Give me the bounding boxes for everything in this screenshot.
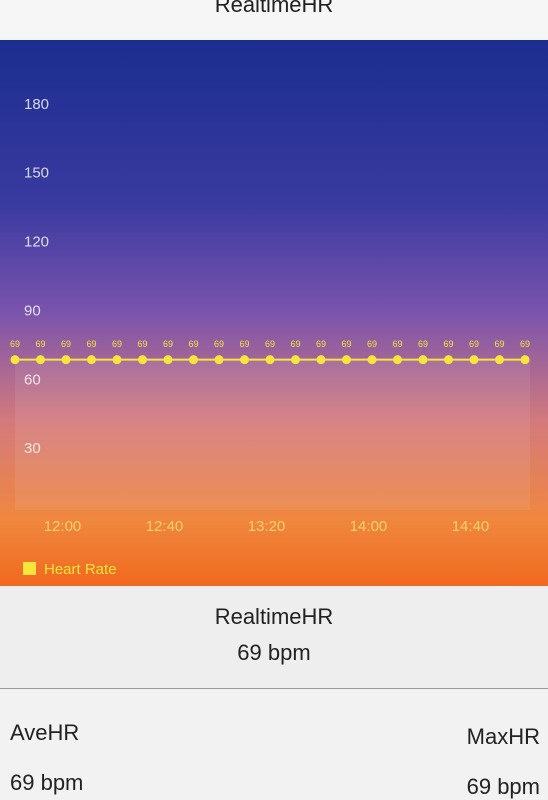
y-tick-label: 30 xyxy=(24,440,41,457)
point xyxy=(112,355,122,365)
point xyxy=(342,355,351,365)
data-label: 69 xyxy=(214,339,224,349)
x-tick-label: 13:20 xyxy=(248,518,286,535)
ave-value: 69 bpm xyxy=(10,770,84,795)
data-label: 69 xyxy=(188,339,198,349)
max-label: MaxHR xyxy=(466,724,540,749)
data-label: 69 xyxy=(392,339,402,349)
point xyxy=(520,355,530,365)
data-label: 69 xyxy=(341,339,351,349)
point xyxy=(393,355,402,365)
data-label: 69 xyxy=(316,339,326,349)
x-tick-label: 12:40 xyxy=(146,518,184,535)
data-label: 69 xyxy=(418,339,428,349)
point xyxy=(469,355,479,365)
data-label: 69 xyxy=(265,339,275,349)
data-label: 69 xyxy=(239,339,249,349)
point xyxy=(495,355,504,365)
max-value: 69 bpm xyxy=(466,774,540,799)
data-label: 69 xyxy=(163,339,173,349)
point xyxy=(87,355,96,365)
y-tick-label: 150 xyxy=(24,165,49,182)
y-tick-label: 180 xyxy=(24,96,49,113)
data-label: 69 xyxy=(61,339,71,349)
x-tick-label: 12:00 xyxy=(44,518,82,535)
y-tick-label: 90 xyxy=(24,302,41,319)
point xyxy=(61,355,71,365)
legend-swatch xyxy=(23,562,36,575)
data-label: 69 xyxy=(520,339,530,349)
point xyxy=(265,355,275,365)
data-label: 69 xyxy=(10,339,20,349)
point xyxy=(214,355,224,365)
point xyxy=(36,355,45,365)
data-label: 69 xyxy=(35,339,45,349)
point xyxy=(316,355,326,365)
point xyxy=(10,355,20,365)
point xyxy=(138,355,147,365)
point xyxy=(291,355,300,365)
realtime-panel: RealtimeHR 69 bpm xyxy=(0,586,548,689)
realtime-label: RealtimeHR xyxy=(214,604,334,629)
data-label: 69 xyxy=(443,339,453,349)
data-label: 69 xyxy=(290,339,300,349)
point xyxy=(444,355,453,365)
data-label: 69 xyxy=(367,339,377,349)
y-tick-label: 120 xyxy=(24,234,49,251)
chart: 30 60 90 120 150 180 12:00 12:40 13:20 14:00 14:40… xyxy=(0,40,548,586)
x-tick-label: 14:00 xyxy=(350,518,388,535)
chart-background xyxy=(0,40,548,586)
plot-area xyxy=(15,360,530,510)
point xyxy=(163,355,173,365)
data-label: 69 xyxy=(494,339,504,349)
y-tick-label: 60 xyxy=(24,371,41,388)
data-label: 69 xyxy=(86,339,96,349)
data-label: 69 xyxy=(469,339,479,349)
point xyxy=(240,355,249,365)
realtime-value: 69 bpm xyxy=(237,640,311,665)
ave-label: AveHR xyxy=(10,720,80,745)
title: RealtimeHR xyxy=(214,0,334,17)
point xyxy=(189,355,198,365)
header: RealtimeHR xyxy=(0,0,548,40)
legend-label: Heart Rate xyxy=(44,561,117,578)
point xyxy=(418,355,428,365)
point xyxy=(367,355,377,365)
data-label: 69 xyxy=(137,339,147,349)
data-label: 69 xyxy=(112,339,122,349)
x-tick-label: 14:40 xyxy=(452,518,490,535)
